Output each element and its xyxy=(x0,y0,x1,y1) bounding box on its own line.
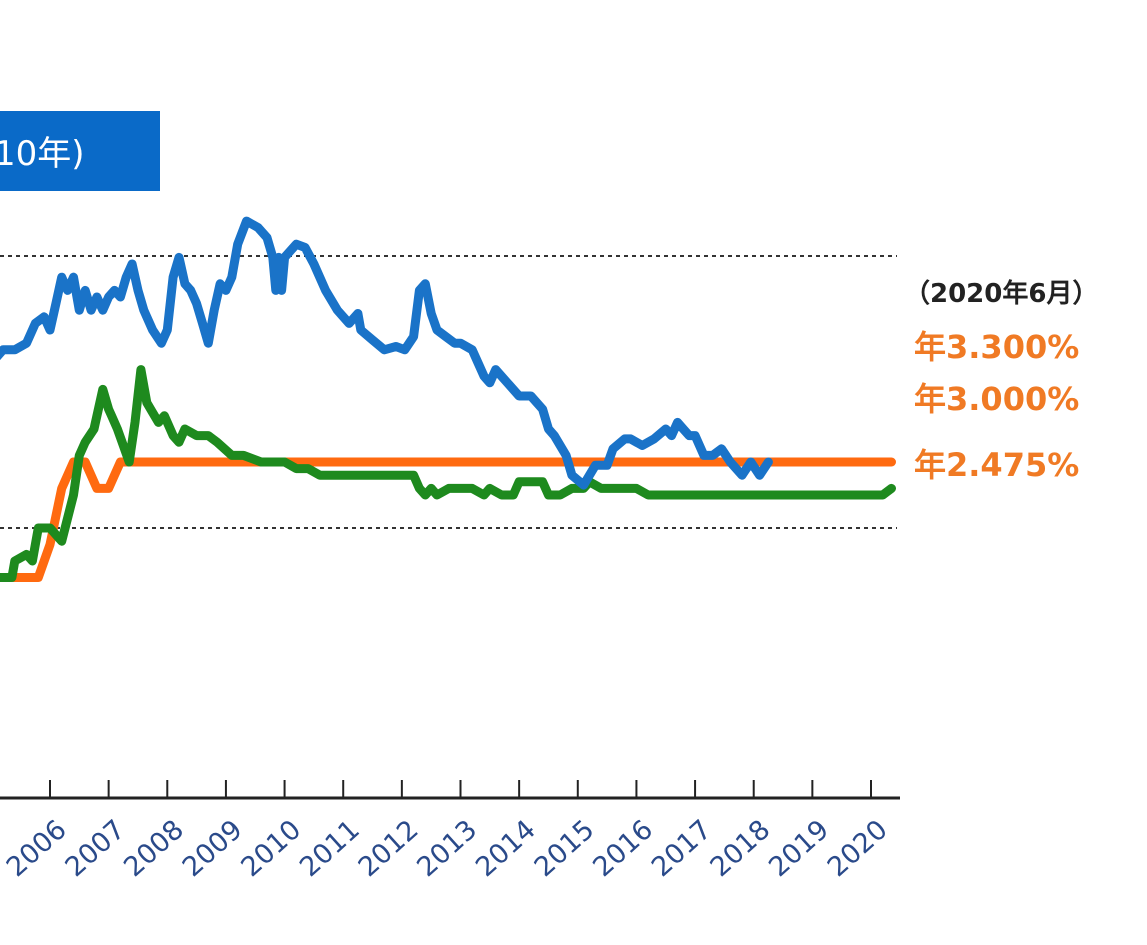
x-tick-label-2010: 2010 xyxy=(235,814,307,883)
series-line-1 xyxy=(0,365,896,582)
end-labels: 年3.300% 年3.000% 年2.475% xyxy=(914,328,1079,484)
series-layer xyxy=(0,216,896,582)
x-tick-label-2019: 2019 xyxy=(763,814,835,883)
x-tick-label-2008: 2008 xyxy=(118,814,190,883)
x-axis-tick-labels: 2006200720082009201020112012201320142015… xyxy=(1,814,894,883)
series-line-2 xyxy=(0,457,896,582)
x-tick-label-2012: 2012 xyxy=(353,814,425,883)
chart-title: 10年) xyxy=(0,134,85,174)
x-tick-label-2014: 2014 xyxy=(470,814,542,883)
end-label-2: 年2.475% xyxy=(914,446,1079,484)
x-tick-label-2015: 2015 xyxy=(529,814,601,883)
end-label-1: 年3.000% xyxy=(914,380,1079,418)
series-line-0 xyxy=(0,216,773,490)
x-tick-label-2009: 2009 xyxy=(177,814,249,883)
date-note: （2020年6月） xyxy=(904,278,1098,309)
x-tick-label-2006: 2006 xyxy=(1,814,73,883)
x-axis-ticks xyxy=(49,780,872,798)
x-tick-label-2017: 2017 xyxy=(646,814,718,883)
title-banner xyxy=(0,111,160,191)
x-tick-label-2007: 2007 xyxy=(60,814,132,883)
x-tick-label-2013: 2013 xyxy=(411,814,483,883)
x-tick-label-2011: 2011 xyxy=(294,814,366,883)
x-tick-label-2016: 2016 xyxy=(587,814,659,883)
x-tick-label-2018: 2018 xyxy=(705,814,777,883)
x-tick-label-2020: 2020 xyxy=(822,814,894,883)
end-label-0: 年3.300% xyxy=(914,328,1079,366)
